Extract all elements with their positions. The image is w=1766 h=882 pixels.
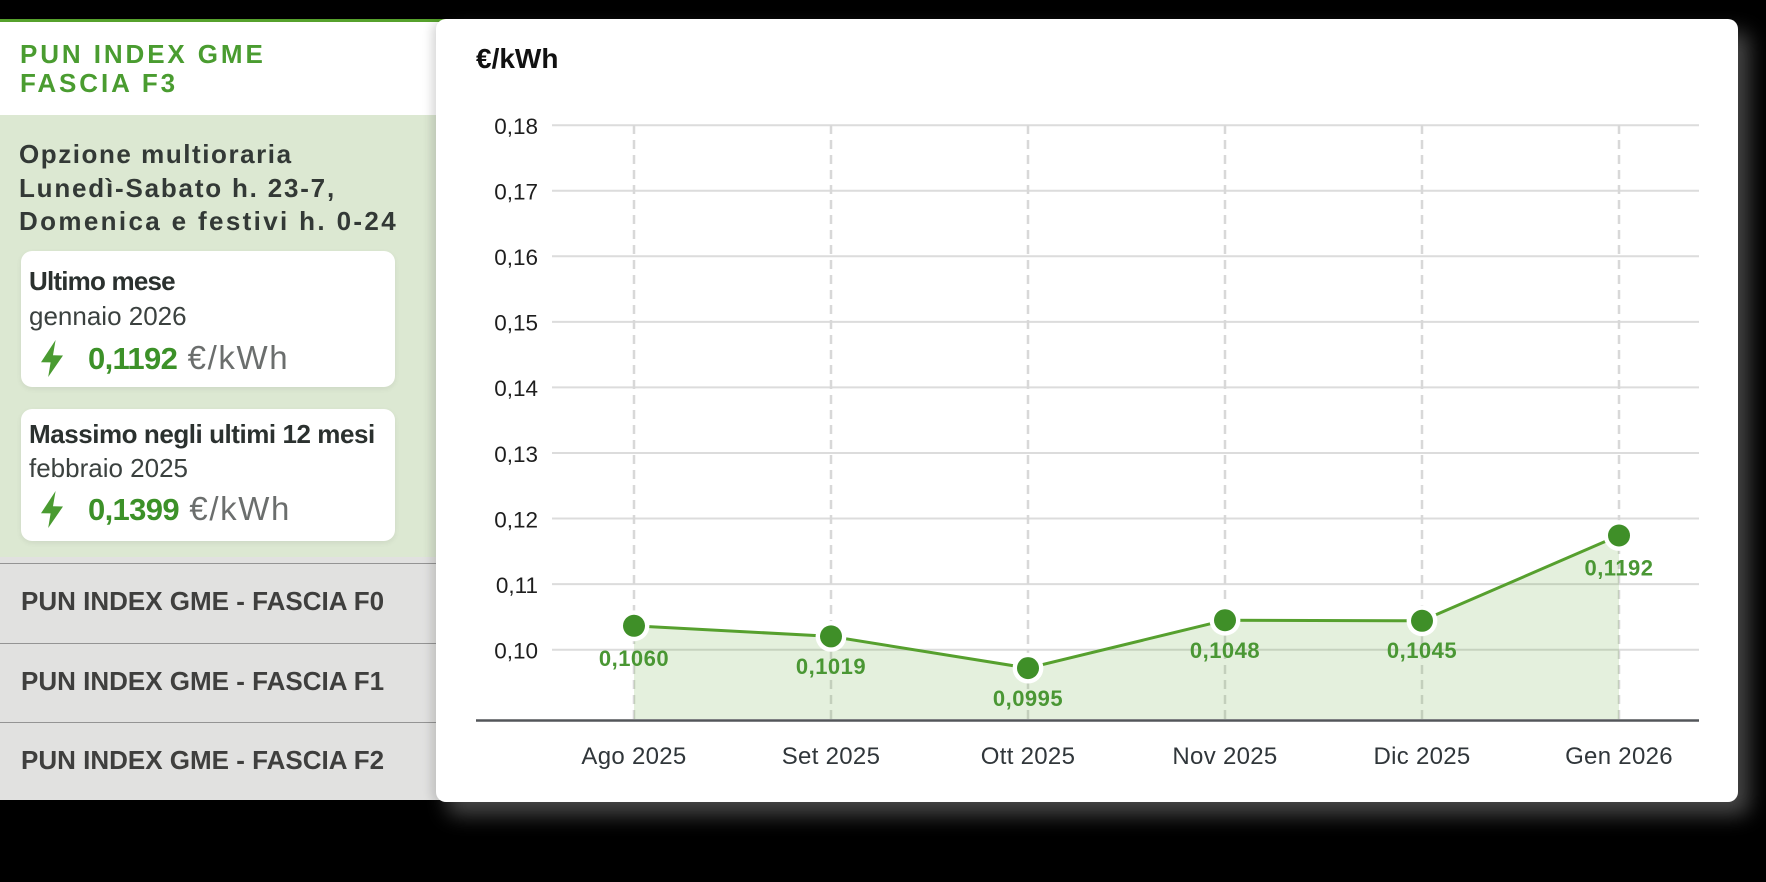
svg-text:0,1045: 0,1045 — [1387, 638, 1457, 663]
svg-text:Nov 2025: Nov 2025 — [1172, 743, 1277, 770]
svg-text:0,1048: 0,1048 — [1190, 638, 1260, 663]
svg-text:0,15: 0,15 — [494, 311, 538, 336]
svg-text:0,1019: 0,1019 — [796, 654, 866, 679]
svg-text:€/kWh: €/kWh — [476, 43, 558, 74]
svg-text:0,13: 0,13 — [494, 442, 538, 467]
svg-text:0,11: 0,11 — [496, 573, 538, 598]
svg-text:0,10: 0,10 — [494, 639, 538, 664]
svg-text:Ago 2025: Ago 2025 — [581, 743, 686, 770]
svg-text:0,18: 0,18 — [494, 114, 538, 139]
svg-text:0,1060: 0,1060 — [599, 646, 669, 671]
svg-text:0,16: 0,16 — [494, 245, 538, 270]
svg-text:Dic 2025: Dic 2025 — [1373, 743, 1470, 770]
svg-text:Ott 2025: Ott 2025 — [981, 743, 1075, 770]
svg-text:0,14: 0,14 — [494, 376, 538, 401]
svg-text:0,12: 0,12 — [494, 507, 538, 532]
svg-text:0,1192: 0,1192 — [1584, 556, 1653, 581]
svg-text:0,0995: 0,0995 — [993, 686, 1063, 711]
svg-text:Gen 2026: Gen 2026 — [1565, 743, 1673, 770]
svg-text:0,17: 0,17 — [494, 180, 538, 205]
svg-text:Set 2025: Set 2025 — [782, 743, 880, 770]
